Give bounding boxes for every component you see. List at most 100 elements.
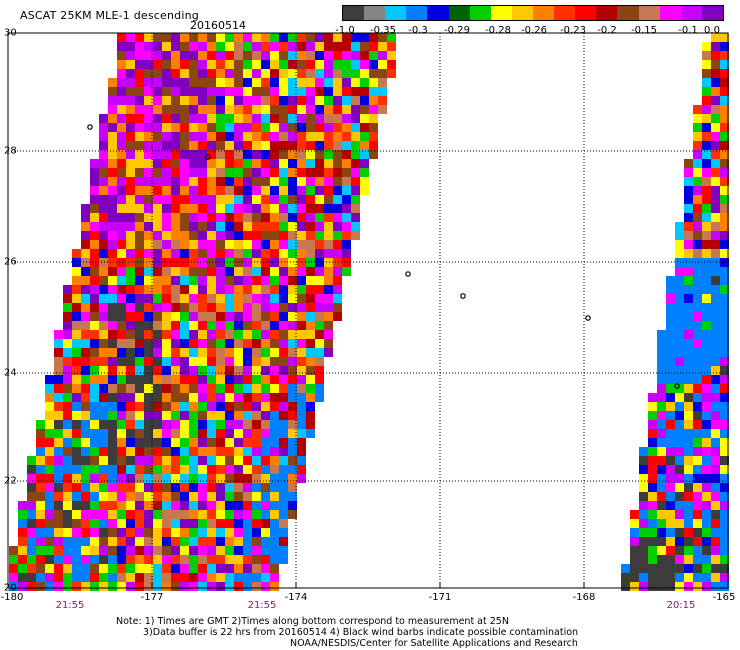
wind-cell xyxy=(639,474,648,483)
wind-cell xyxy=(36,447,45,456)
wind-cell xyxy=(702,51,711,60)
wind-cell xyxy=(684,501,693,510)
wind-cell xyxy=(45,528,54,537)
wind-cell xyxy=(711,420,720,429)
wind-cell xyxy=(189,420,198,429)
wind-cell xyxy=(252,312,261,321)
wind-cell xyxy=(693,213,702,222)
wind-cell xyxy=(135,186,144,195)
wind-cell xyxy=(90,474,99,483)
wind-cell xyxy=(171,249,180,258)
wind-cell xyxy=(144,132,153,141)
wind-cell xyxy=(135,105,144,114)
wind-cell xyxy=(117,267,126,276)
wind-cell xyxy=(270,204,279,213)
wind-cell xyxy=(153,474,162,483)
wind-cell xyxy=(702,447,711,456)
wind-cell xyxy=(54,438,63,447)
wind-cell xyxy=(180,537,189,546)
wind-cell xyxy=(261,402,270,411)
wind-cell xyxy=(54,348,63,357)
wind-cell xyxy=(693,123,702,132)
wind-cell xyxy=(351,141,360,150)
wind-cell xyxy=(207,258,216,267)
wind-cell xyxy=(198,384,207,393)
wind-cell xyxy=(288,42,297,51)
wind-cell xyxy=(702,573,711,582)
wind-cell xyxy=(189,87,198,96)
wind-cell xyxy=(666,393,675,402)
wind-cell xyxy=(180,375,189,384)
wind-cell xyxy=(180,240,189,249)
wind-cell xyxy=(306,294,315,303)
wind-cell xyxy=(315,258,324,267)
wind-cell xyxy=(720,150,729,159)
wind-cell xyxy=(702,456,711,465)
wind-cell xyxy=(180,285,189,294)
wind-cell xyxy=(252,546,261,555)
wind-cell xyxy=(234,105,243,114)
wind-cell xyxy=(207,402,216,411)
wind-cell xyxy=(198,564,207,573)
wind-cell xyxy=(693,105,702,114)
wind-cell xyxy=(648,492,657,501)
wind-cell xyxy=(198,537,207,546)
wind-cell xyxy=(180,222,189,231)
wind-cell xyxy=(108,87,117,96)
wind-cell xyxy=(198,267,207,276)
wind-cell xyxy=(180,483,189,492)
wind-cell xyxy=(162,285,171,294)
wind-cell xyxy=(180,168,189,177)
wind-cell xyxy=(684,213,693,222)
wind-cell xyxy=(99,456,108,465)
colorbar-label: -0.15 xyxy=(631,25,657,36)
wind-cell xyxy=(225,393,234,402)
wind-cell xyxy=(702,492,711,501)
wind-cell xyxy=(108,366,117,375)
wind-cell xyxy=(261,411,270,420)
wind-cell xyxy=(153,141,162,150)
wind-cell xyxy=(126,438,135,447)
wind-cell xyxy=(261,60,270,69)
wind-cell xyxy=(135,465,144,474)
wind-cell xyxy=(189,339,198,348)
wind-cell xyxy=(702,276,711,285)
wind-cell xyxy=(216,168,225,177)
wind-cell xyxy=(270,123,279,132)
wind-cell xyxy=(189,222,198,231)
wind-cell xyxy=(720,384,729,393)
wind-cell xyxy=(351,87,360,96)
wind-cell xyxy=(216,240,225,249)
wind-cell xyxy=(693,564,702,573)
wind-cell xyxy=(117,204,126,213)
wind-cell xyxy=(216,258,225,267)
wind-cell xyxy=(279,339,288,348)
wind-cell xyxy=(189,384,198,393)
wind-cell xyxy=(648,546,657,555)
wind-cell xyxy=(171,366,180,375)
wind-cell xyxy=(279,384,288,393)
wind-cell xyxy=(189,366,198,375)
wind-cell xyxy=(315,69,324,78)
wind-cell xyxy=(702,294,711,303)
y-tick-label: 22 xyxy=(4,475,17,487)
wind-cell xyxy=(675,321,684,330)
wind-cell xyxy=(153,330,162,339)
wind-cell xyxy=(306,168,315,177)
wind-cell xyxy=(702,150,711,159)
wind-cell xyxy=(711,339,720,348)
wind-cell xyxy=(369,51,378,60)
wind-cell xyxy=(180,366,189,375)
wind-cell xyxy=(135,303,144,312)
wind-cell xyxy=(243,420,252,429)
wind-cell xyxy=(225,114,234,123)
wind-cell xyxy=(36,429,45,438)
wind-cell xyxy=(279,114,288,123)
wind-cell xyxy=(360,114,369,123)
wind-cell xyxy=(243,474,252,483)
wind-cell xyxy=(117,141,126,150)
wind-cell xyxy=(54,564,63,573)
wind-cell xyxy=(171,258,180,267)
wind-cell xyxy=(144,195,153,204)
wind-cell xyxy=(306,384,315,393)
